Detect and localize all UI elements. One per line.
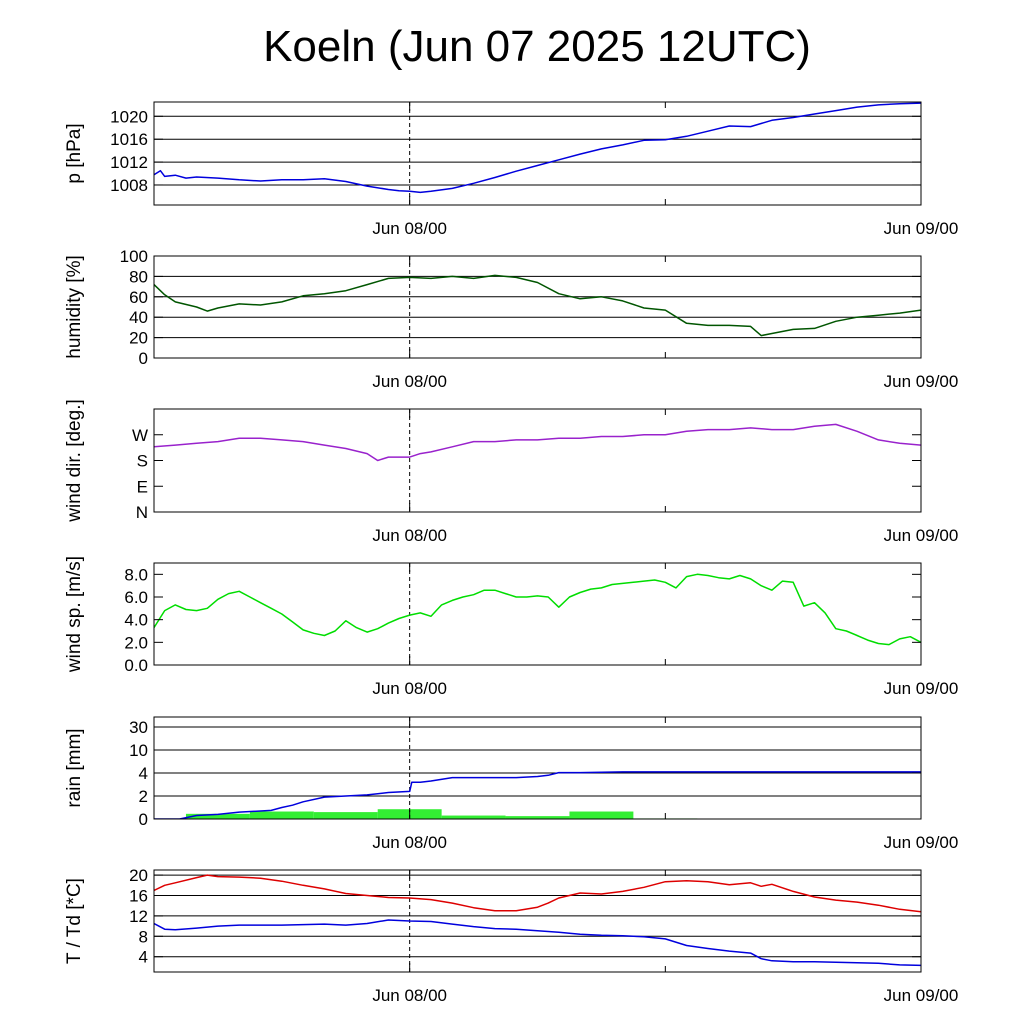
y-tick-label: S <box>137 452 148 471</box>
y-tick-label: 1016 <box>110 130 148 149</box>
rain-bar <box>185 813 250 819</box>
y-tick-label: 4 <box>139 764 148 783</box>
y-tick-label: 4.0 <box>124 611 148 630</box>
y-tick-label: 30 <box>129 718 148 737</box>
series-line <box>154 771 921 819</box>
x-tick-label: Jun 08/00 <box>372 679 447 698</box>
panel-rain: 0 2 4 10 30 Jun 08/00 Jun 09/00 rain [mm] <box>64 716 959 852</box>
y-tick-label: 1020 <box>110 107 148 126</box>
panel-wind-speed: 0.0 2.0 4.0 6.0 8.0 Jun 08/00 Jun 09/00 wind sp… <box>64 556 958 698</box>
y-axis-title: p [hPa] <box>64 123 85 183</box>
y-tick-label: 40 <box>129 308 148 327</box>
y-tick-label: 80 <box>129 267 148 286</box>
y-tick-label: N <box>136 503 148 522</box>
series-line <box>154 573 921 646</box>
plot-frame <box>153 716 922 820</box>
plot-frame <box>153 869 922 973</box>
y-tick-label: 8 <box>139 927 148 946</box>
series-line <box>154 274 921 337</box>
series-line <box>154 423 921 462</box>
y-tick-label: 0 <box>139 349 148 368</box>
y-tick-label: 1012 <box>110 153 148 172</box>
y-tick-label: 6.0 <box>124 588 148 607</box>
y-tick-label: 20 <box>129 329 148 348</box>
y-tick-label: 16 <box>129 887 148 906</box>
x-tick-label: Jun 08/00 <box>372 986 447 1005</box>
panel-pressure: 1008 1012 1016 1020 Jun 08/00 Jun 09/00 p [hPa… <box>64 101 959 238</box>
y-tick-label: 12 <box>129 907 148 926</box>
x-tick-label: Jun 09/00 <box>884 526 959 545</box>
series-line <box>154 102 921 194</box>
x-tick-label: Jun 08/00 <box>372 833 447 852</box>
y-tick-label: 2 <box>139 787 148 806</box>
y-axis-title: rain [mm] <box>64 728 85 807</box>
x-tick-label: Jun 09/00 <box>884 833 959 852</box>
y-axis-title: wind sp. [m/s] <box>64 556 85 673</box>
y-tick-label: 4 <box>139 948 148 967</box>
y-axis-title: T / Td [*C] <box>64 878 85 964</box>
x-tick-label: Jun 09/00 <box>884 372 959 391</box>
y-tick-label: 20 <box>129 866 148 885</box>
y-tick-label: W <box>132 426 148 445</box>
x-tick-label: Jun 08/00 <box>372 372 447 391</box>
x-tick-label: Jun 09/00 <box>884 679 959 698</box>
rain-bar <box>505 816 570 819</box>
x-tick-label: Jun 08/00 <box>372 526 447 545</box>
rain-bar <box>441 815 506 819</box>
plot-frame <box>153 101 922 206</box>
y-tick-label: 1008 <box>110 176 148 195</box>
y-tick-label: 2.0 <box>124 633 148 652</box>
y-tick-label: 0 <box>139 810 148 829</box>
y-tick-label: 100 <box>120 247 148 266</box>
x-tick-label: Jun 08/00 <box>372 219 447 238</box>
plot-frame <box>153 562 922 666</box>
plot-frame <box>153 255 922 359</box>
x-tick-label: Jun 09/00 <box>884 986 959 1005</box>
series-line <box>154 874 921 913</box>
y-tick-label: E <box>137 477 148 496</box>
chart-title: Koeln (Jun 07 2025 12UTC) <box>263 22 811 71</box>
series-line <box>154 919 921 967</box>
plot-frame <box>153 408 922 513</box>
y-tick-label: 0.0 <box>124 656 148 675</box>
rain-bar <box>249 811 314 819</box>
y-axis-title: wind dir. [deg.] <box>64 399 85 523</box>
y-axis-title: humidity [%] <box>64 255 85 358</box>
y-tick-label: 10 <box>129 741 148 760</box>
rain-bar <box>569 811 634 819</box>
x-tick-label: Jun 09/00 <box>884 219 959 238</box>
y-tick-label: 8.0 <box>124 565 148 584</box>
rain-bar <box>313 812 378 819</box>
y-tick-label: 60 <box>129 288 148 307</box>
